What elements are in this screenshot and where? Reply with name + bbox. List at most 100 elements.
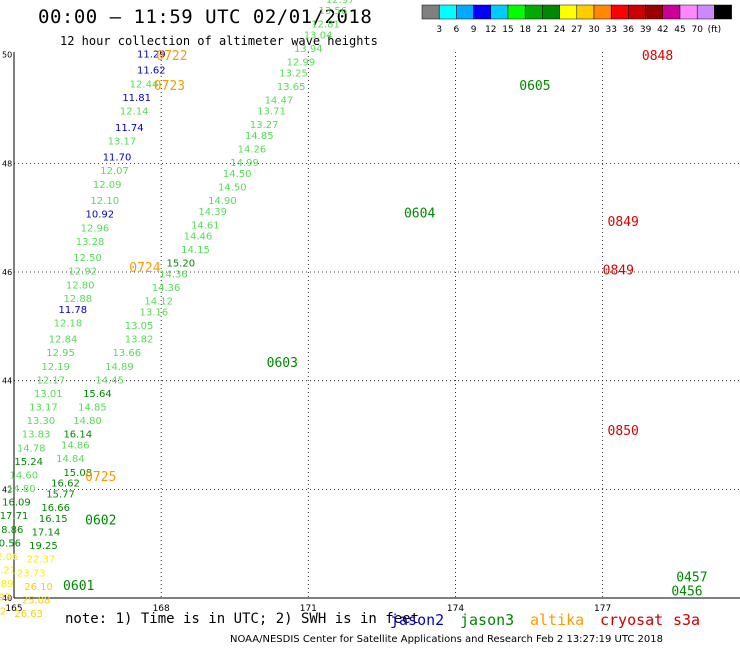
latitude-tick-label: 42 <box>2 485 12 494</box>
wave-height-point: 13.27 <box>250 120 279 131</box>
page-title: 00:00 – 11:59 UTC 02/01/2018 <box>38 6 373 28</box>
legend-color-swatch <box>679 4 698 20</box>
track-time-label: 0722 <box>156 49 187 64</box>
wave-height-point: 13.82 <box>125 335 154 346</box>
wave-height-point: 13.16 <box>139 307 168 318</box>
wave-height-point: 14.50 <box>218 183 247 194</box>
legend-scale-label: 12 <box>485 25 496 35</box>
wave-height-point: 12.18 <box>54 318 83 329</box>
wave-height-point: 12.07 <box>100 166 129 177</box>
wave-height-point: 14.60 <box>9 470 38 481</box>
wave-height-point: 12.14 <box>120 106 149 117</box>
legend-color-swatch <box>645 4 664 20</box>
wave-height-point: 14.26 <box>238 145 267 156</box>
wave-height-point: 13.94 <box>294 44 323 55</box>
wave-height-point: 19.25 <box>29 541 58 552</box>
wave-height-point: 13.05 <box>125 321 154 332</box>
wave-height-point: 12.19 <box>41 362 70 373</box>
legend-color-swatch <box>628 4 646 20</box>
wave-height-point: 13.30 <box>27 416 56 427</box>
longitude-tick-label: 174 <box>447 604 464 614</box>
legend-color-swatch <box>490 4 509 20</box>
longitude-tick-label: 171 <box>300 604 317 614</box>
track-time-label: 0601 <box>63 579 94 594</box>
legend-color-swatch <box>507 4 526 20</box>
track-time-label: 0603 <box>267 356 298 371</box>
wave-height-point: 13.25 <box>279 68 308 79</box>
legend-color-swatch <box>456 4 474 20</box>
legend-scale-label: 39 <box>640 25 652 35</box>
legend-sat-jason2: jason2 <box>390 611 445 629</box>
legend-scale-label: 21 <box>537 25 548 35</box>
legend-color-swatch <box>542 4 560 20</box>
legend-color-swatch <box>696 4 715 20</box>
wave-height-point: 18.86 <box>0 525 23 536</box>
wave-height-point: 14.45 <box>95 375 124 386</box>
wave-height-point: 15.08 <box>63 468 92 479</box>
wave-height-point: 12.81 <box>311 20 340 31</box>
wave-height-point: 12.99 <box>287 58 316 69</box>
wave-height-point: 15.20 <box>166 259 195 270</box>
wave-height-point: 14.89 <box>105 362 134 373</box>
legend-color-swatch <box>559 4 578 20</box>
wave-height-point: 11.70 <box>103 153 132 164</box>
track-time-label: 0723 <box>154 79 185 94</box>
legend-scale-label: 36 <box>623 25 635 35</box>
wave-height-point: 14.36 <box>152 283 181 294</box>
legend-scale-label: (ft) <box>708 25 722 35</box>
track-time-label: 0725 <box>85 470 116 485</box>
longitude-tick-label: 168 <box>153 604 170 614</box>
wave-height-point: 17.14 <box>32 528 61 539</box>
latitude-tick-label: 44 <box>2 377 12 386</box>
wave-height-point: 13.56 <box>319 6 348 17</box>
wave-height-point: 12.10 <box>90 196 119 207</box>
wave-height-point: 23.73 <box>17 568 46 579</box>
wave-height-point: 16.14 <box>63 430 92 441</box>
wave-height-point: 13.83 <box>22 430 51 441</box>
wave-height-point: 22.21 <box>0 566 16 577</box>
legend-color-swatch <box>714 4 732 20</box>
note-text: note: 1) Time is in UTC; 2) SWH is in fe… <box>65 611 420 627</box>
wave-height-point: 22.06 <box>0 552 19 563</box>
track-time-label: 0850 <box>608 424 639 439</box>
footer-credit: NOAA/NESDIS Center for Satellite Applica… <box>230 634 663 645</box>
legend-scale-label: 27 <box>571 25 582 35</box>
wave-height-point: 22.89 <box>0 579 14 590</box>
wave-height-point: 16.62 <box>51 479 80 490</box>
track-time-label: 0456 <box>671 584 702 599</box>
wave-height-point: 13.66 <box>113 348 142 359</box>
wave-height-point: 13.65 <box>277 82 306 93</box>
latitude-tick-label: 40 <box>2 594 12 603</box>
wave-height-point: 24.52 <box>0 606 6 617</box>
wave-height-point: 20.56 <box>0 538 21 549</box>
wave-height-point: 13.01 <box>34 389 63 400</box>
legend-scale-label: 18 <box>519 25 531 35</box>
wave-height-point: 14.85 <box>245 131 274 142</box>
legend-scale-label: 9 <box>471 25 477 35</box>
legend-scale-label: 45 <box>674 25 685 35</box>
legend-sat-cryosat: cryosat <box>600 611 664 629</box>
wave-height-point: 16.66 <box>41 503 70 514</box>
wave-height-point: 11.78 <box>59 305 88 316</box>
track-time-label: 0457 <box>676 571 707 586</box>
legend-color-swatch <box>473 4 492 20</box>
wave-height-point: 10.92 <box>86 210 115 221</box>
track-time-label: 0602 <box>85 514 116 529</box>
legend-scale-label: 6 <box>454 25 460 35</box>
wave-height-point: 16.09 <box>2 498 31 509</box>
wave-height-point: 14.61 <box>191 221 220 232</box>
wave-height-point: 22.37 <box>27 555 56 566</box>
wave-height-point: 23.93 <box>0 593 11 604</box>
wave-height-point: 12.96 <box>81 223 110 234</box>
legend-scale-label: 33 <box>605 25 616 35</box>
legend-sat-altika: altika <box>530 611 585 629</box>
legend-sat-jason3: jason3 <box>460 611 515 629</box>
legend-color-swatch <box>576 4 595 20</box>
wave-height-point: 14.78 <box>17 443 46 454</box>
longitude-tick-label: 165 <box>5 604 22 614</box>
wave-height-point: 11.81 <box>122 93 151 104</box>
legend-scale-label: 15 <box>502 25 513 35</box>
wave-height-point: 12.50 <box>73 253 102 264</box>
legend-color-swatch <box>662 4 681 20</box>
wave-height-point: 14.90 <box>208 196 237 207</box>
